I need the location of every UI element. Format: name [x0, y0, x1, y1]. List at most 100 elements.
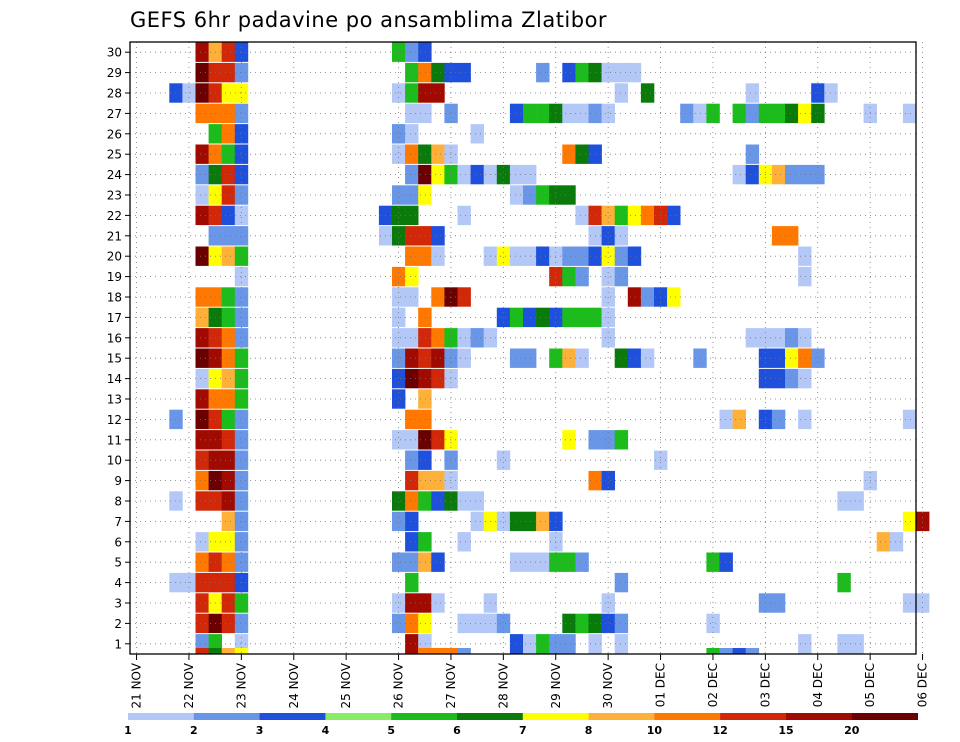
heatmap-cell	[418, 246, 432, 266]
heatmap-cell	[771, 328, 786, 348]
heatmap-cell	[536, 62, 550, 83]
heatmap-cell	[523, 164, 537, 185]
heatmap-cell	[221, 532, 236, 552]
heatmap-cell	[405, 103, 419, 124]
heatmap-cell	[562, 348, 576, 368]
heatmap-cell	[234, 648, 249, 654]
heatmap-cell	[850, 491, 864, 511]
heatmap-cell	[221, 42, 236, 62]
heatmap-cell	[418, 144, 432, 164]
y-tick-label: 29	[107, 66, 122, 80]
colorbar-label: 7	[519, 724, 527, 737]
heatmap-cell	[732, 164, 746, 185]
x-tick-label: 01 DEC	[654, 663, 668, 707]
heatmap-cell	[811, 164, 825, 185]
heatmap-cell	[221, 144, 236, 164]
heatmap-cell	[444, 430, 458, 450]
heatmap-cell	[405, 368, 419, 389]
heatmap-cell	[431, 470, 445, 491]
colorbar-swatch	[325, 713, 392, 720]
heatmap-cell	[405, 328, 419, 348]
heatmap-cell	[916, 511, 930, 532]
x-tick-label: 26 NOV	[392, 662, 406, 708]
heatmap-cell	[575, 246, 589, 266]
heatmap-cell	[221, 430, 236, 450]
heatmap-cell	[418, 307, 432, 328]
heatmap-cell	[405, 226, 419, 246]
heatmap-cell	[405, 287, 419, 307]
heatmap-cell	[405, 593, 419, 613]
heatmap-cell	[392, 348, 406, 368]
heatmap-cell	[195, 144, 209, 164]
heatmap-cell	[431, 226, 445, 246]
y-tick-label: 15	[107, 352, 122, 366]
heatmap-cell	[771, 103, 786, 124]
heatmap-cell	[536, 552, 550, 572]
heatmap-cell	[195, 470, 209, 491]
heatmap-cell	[470, 491, 484, 511]
heatmap-cell	[418, 613, 432, 634]
heatmap-cell	[234, 205, 249, 226]
heatmap-cell	[234, 368, 249, 389]
heatmap-cell	[234, 124, 249, 144]
heatmap-cell	[392, 511, 406, 532]
heatmap-cell	[732, 648, 746, 654]
x-tick-label: 29 NOV	[549, 662, 563, 708]
heatmap-cell	[392, 185, 406, 205]
y-tick-label: 28	[107, 87, 122, 101]
heatmap-cell	[798, 266, 812, 287]
plot-frame	[129, 41, 917, 655]
heatmap-cell	[392, 389, 406, 409]
heatmap-cell	[418, 648, 432, 654]
colorbar-swatch	[654, 713, 721, 720]
heatmap-cell	[195, 103, 209, 124]
heatmap-cell	[457, 328, 471, 348]
heatmap-cell	[798, 348, 812, 368]
x-tick-label: 24 NOV	[287, 662, 301, 708]
heatmap-cell	[195, 613, 209, 634]
y-tick-label: 24	[107, 168, 122, 182]
colorbar-label: 3	[256, 724, 264, 737]
colorbar-label: 15	[778, 724, 793, 737]
heatmap-cell	[444, 103, 458, 124]
y-tick-label: 11	[107, 433, 122, 447]
heatmap-cell	[562, 552, 576, 572]
heatmap-cell	[405, 552, 419, 572]
heatmap-cell	[405, 83, 419, 103]
heatmap-cell	[798, 368, 812, 389]
heatmap-cell	[614, 226, 629, 246]
heatmap-cell	[732, 409, 746, 430]
heatmap-cell	[195, 552, 209, 572]
chart-title: GEFS 6hr padavine po ansamblima Zlatibor	[130, 8, 607, 32]
heatmap-cell	[562, 62, 576, 83]
heatmap-cell	[221, 450, 236, 470]
y-tick-label: 12	[107, 413, 122, 427]
heatmap-cell	[234, 389, 249, 409]
heatmap-cell	[470, 328, 484, 348]
heatmap-cell	[785, 348, 799, 368]
heatmap-cell	[431, 593, 445, 613]
heatmap-cell	[706, 648, 720, 654]
heatmap-cell	[221, 648, 236, 654]
heatmap-cell	[405, 246, 419, 266]
heatmap-cell	[431, 368, 445, 389]
colorbar-swatch	[391, 713, 458, 720]
colorbar-swatch	[522, 713, 589, 720]
heatmap-cell	[902, 409, 917, 430]
heatmap-cell	[745, 328, 760, 348]
heatmap-cell	[431, 648, 445, 654]
heatmap-cell	[234, 532, 249, 552]
heatmap-cell	[798, 164, 812, 185]
heatmap-cell	[837, 491, 851, 511]
heatmap-cell	[431, 144, 445, 164]
x-tick-label: 27 NOV	[444, 662, 458, 708]
heatmap-cell	[444, 450, 458, 470]
y-tick-label: 20	[107, 250, 122, 264]
heatmap-cell	[798, 246, 812, 266]
y-tick-label: 5	[114, 556, 122, 570]
heatmap-cell	[496, 164, 511, 185]
heatmap-cell	[523, 634, 537, 654]
heatmap-cell	[444, 648, 458, 654]
heatmap-cell	[234, 185, 249, 205]
y-tick-label: 14	[107, 372, 122, 386]
